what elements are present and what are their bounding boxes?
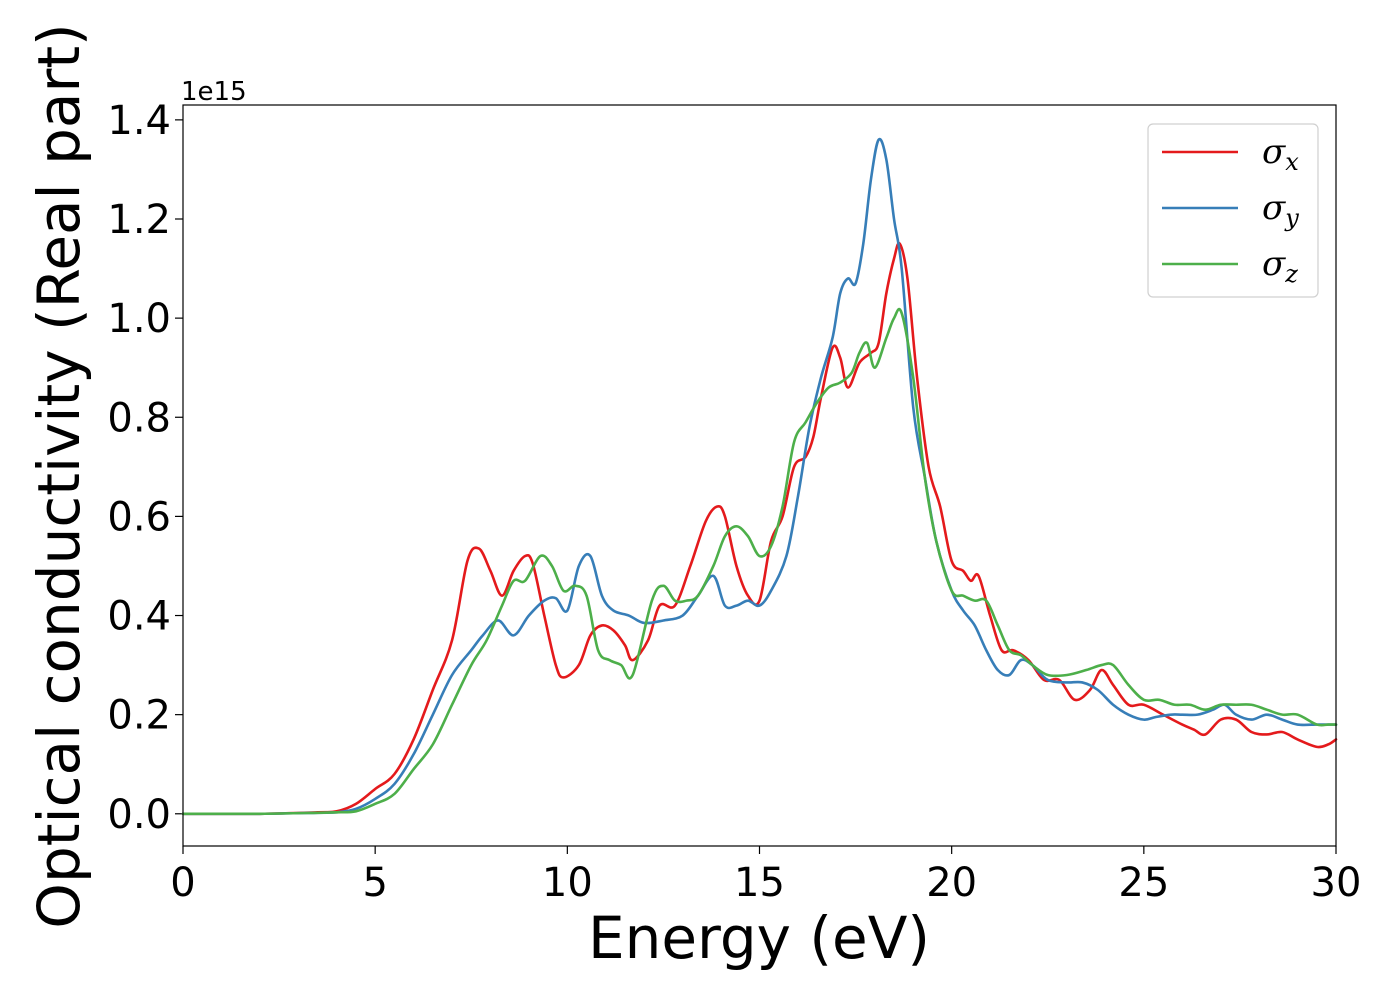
x-tick-label: 10 [542,860,593,906]
x-tick-label: 30 [1311,860,1362,906]
x-tick-label: 5 [362,860,387,906]
y-tick-label: 0.2 [107,693,171,739]
y-tick-label: 0.4 [107,594,171,640]
series-line-x [181,241,1338,816]
series-line-z [181,307,1338,816]
plot-background [183,105,1336,846]
series-group [181,137,1338,816]
legend-box [1147,123,1319,298]
y-tick-label: 0.6 [107,494,171,540]
plot-frame [182,104,1337,847]
y-tick-label: 1.4 [107,98,171,144]
x-tick-label: 0 [170,860,195,906]
x-axis-label: Energy (eV) [588,904,930,972]
y-tick-label: 1.2 [107,197,171,243]
x-tick-label: 15 [734,860,785,906]
x-tick-label: 20 [926,860,977,906]
y-tick-label: 0.8 [107,395,171,441]
y-tick-label: 0.0 [107,792,171,838]
legend: σx σy σz [1147,123,1319,298]
y-offset-label: 1e15 [181,77,247,107]
tick-group: 0 5 10 15 20 25 30 0.0 0.2 0.4 0.6 0.8 1.0 1.2 1.4 [107,98,1361,906]
legend-label-y: σy [1262,188,1299,232]
y-axis-label: Optical conductivity (Real part) [25,23,93,928]
legend-items: σx σy σz [1162,132,1299,288]
y-tick-label: 1.0 [107,296,171,342]
legend-label-x: σx [1262,132,1299,176]
x-tick-label: 25 [1118,860,1169,906]
series-line-y [181,137,1338,816]
legend-label-z: σz [1262,244,1298,288]
